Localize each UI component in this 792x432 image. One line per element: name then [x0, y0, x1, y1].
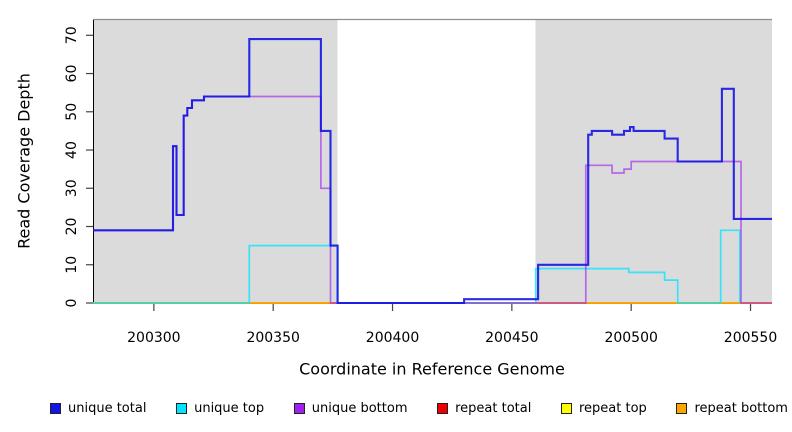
legend-label: unique bottom: [311, 400, 408, 416]
legend-label: repeat bottom: [694, 400, 788, 416]
legend-swatch: [676, 402, 688, 414]
y-tick-label: 20: [64, 218, 80, 236]
legend-label: unique top: [194, 400, 265, 416]
legend-label: repeat top: [579, 400, 647, 416]
legend-label: unique total: [68, 400, 147, 416]
legend-item-unique-total: unique total: [50, 402, 146, 415]
y-tick-label: 10: [64, 256, 80, 274]
legend-swatch: [50, 402, 61, 414]
y-axis-title: Read Coverage Depth: [14, 73, 34, 249]
x-axis-title: Coordinate in Reference Genome: [299, 359, 565, 379]
legend-swatch: [561, 402, 572, 414]
series-line-unique-top: [93, 229, 741, 304]
legend-item-repeat-top: repeat top: [561, 402, 647, 415]
legend-item-repeat-total: repeat total: [437, 402, 531, 415]
y-tick-label: 30: [64, 179, 80, 197]
y-tick-label: 40: [64, 141, 80, 159]
legend: unique total unique top unique bottom repea…: [50, 398, 788, 418]
y-tick-label: 0: [64, 299, 80, 308]
legend-swatch: [176, 402, 188, 414]
y-tick-label: 60: [64, 65, 80, 83]
legend-label: repeat total: [455, 400, 532, 416]
x-tick-label: 200400: [366, 330, 419, 346]
x-tick-label: 200350: [246, 330, 299, 346]
x-tick-label: 200450: [485, 330, 538, 346]
x-tick-label: 200550: [724, 330, 777, 346]
shaded-region: [93, 20, 338, 303]
y-tick-label: 70: [64, 26, 80, 44]
x-tick-label: 200300: [127, 330, 180, 346]
series-line-unique-total: [93, 38, 772, 305]
y-tick-label: 50: [64, 103, 80, 121]
legend-item-unique-bottom: unique bottom: [293, 400, 408, 416]
x-tick-label: 200500: [604, 330, 657, 346]
legend-item-unique-top: unique top: [176, 402, 264, 415]
legend-item-repeat-bottom: repeat bottom: [676, 402, 788, 415]
legend-swatch: [437, 402, 449, 414]
legend-swatch: [293, 402, 305, 414]
